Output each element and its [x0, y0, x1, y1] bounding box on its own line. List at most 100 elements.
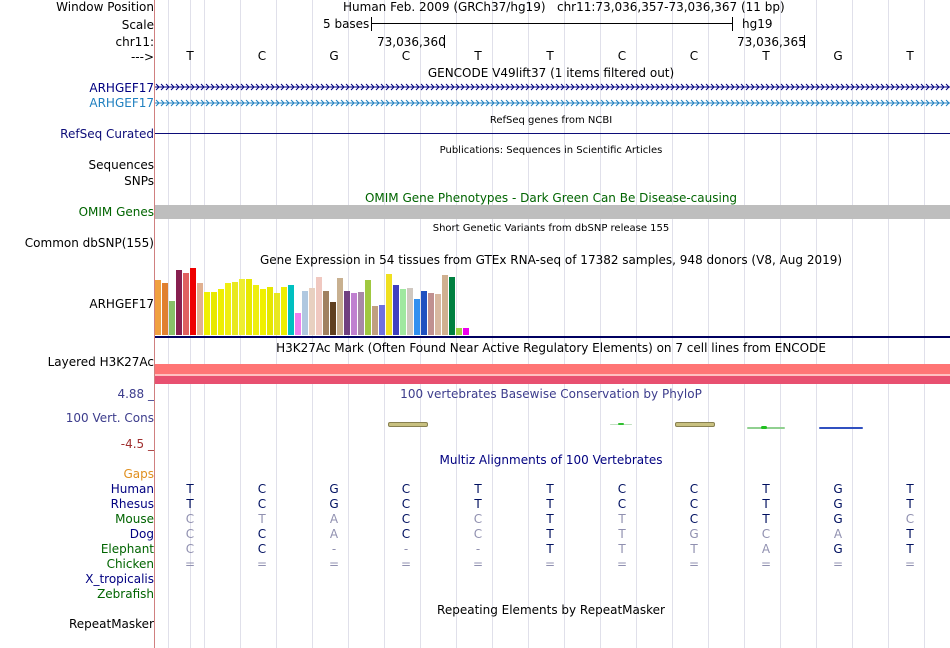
gtex-tissue-bar[interactable]: [274, 293, 280, 335]
label-species-rhesus[interactable]: Rhesus: [110, 497, 154, 511]
refseq-gene-line[interactable]: [155, 133, 950, 134]
gtex-tissue-bar[interactable]: [190, 268, 196, 335]
gtex-tissue-bar[interactable]: [365, 280, 371, 335]
gtex-tissue-bar[interactable]: [456, 328, 462, 335]
gtex-tissue-bar[interactable]: [246, 279, 252, 335]
alignment-base: T: [762, 512, 770, 526]
gtex-tissue-bar[interactable]: [449, 277, 455, 335]
alignment-base: T: [258, 512, 266, 526]
alignment-base: G: [329, 497, 339, 511]
label-species-human[interactable]: Human: [110, 482, 154, 496]
gtex-tissue-bar[interactable]: [379, 305, 385, 335]
label-gencode-gene[interactable]: ARHGEF17: [89, 81, 154, 95]
alignment-base: C: [473, 527, 483, 541]
conservation-track-title: 100 vertebrates Basewise Conservation by…: [400, 387, 702, 401]
gtex-tissue-bar[interactable]: [204, 292, 210, 335]
alignment-base: -: [403, 542, 409, 556]
gtex-tissue-bar[interactable]: [155, 280, 161, 335]
ruler-base: C: [257, 49, 267, 63]
gtex-tissue-bar[interactable]: [239, 279, 245, 335]
gtex-tissue-bar[interactable]: [281, 287, 287, 335]
gencode-transcript-1[interactable]: [155, 82, 950, 92]
label-species-elephant[interactable]: Elephant: [100, 542, 154, 556]
label-gtex-gene[interactable]: ARHGEF17: [89, 297, 154, 311]
label-species-chicken[interactable]: Chicken: [106, 557, 154, 571]
gtex-tissue-bar[interactable]: [302, 291, 308, 335]
gtex-tissue-bar[interactable]: [169, 301, 175, 335]
publications-track-title: Publications: Sequences in Scientific Ar…: [439, 145, 663, 156]
gtex-tissue-bar[interactable]: [351, 293, 357, 335]
guide-line: [528, 0, 529, 648]
browser-image-area[interactable]: Human Feb. 2009 (GRCh37/hg19) chr11:73,0…: [155, 0, 950, 648]
label-snps[interactable]: SNPs: [124, 174, 154, 188]
label-sequences[interactable]: Sequences: [88, 158, 154, 172]
label-species-zebrafish[interactable]: Zebrafish: [97, 587, 154, 601]
label-species-x-tropicalis[interactable]: X_tropicalis: [85, 572, 154, 586]
alignment-base: G: [833, 497, 843, 511]
label-100-vert-cons[interactable]: 100 Vert. Cons: [65, 411, 154, 425]
guide-line: [744, 0, 745, 648]
label-scale: Scale: [121, 18, 154, 32]
gtex-tissue-bar[interactable]: [295, 313, 301, 335]
gtex-tissue-bar[interactable]: [407, 288, 413, 335]
gtex-tissue-bar[interactable]: [400, 289, 406, 335]
gtex-tissue-bar[interactable]: [288, 285, 294, 335]
alignment-base: =: [832, 557, 844, 571]
gtex-tissue-bar[interactable]: [323, 291, 329, 335]
gtex-tissue-bar[interactable]: [372, 306, 378, 335]
gtex-tissue-bar[interactable]: [218, 289, 224, 335]
gtex-tissue-bar[interactable]: [309, 288, 315, 335]
gtex-tissue-bar[interactable]: [176, 270, 182, 335]
gtex-tissue-bar[interactable]: [463, 328, 469, 335]
gtex-tissue-bar[interactable]: [162, 283, 168, 335]
gtex-tissue-bar[interactable]: [442, 275, 448, 335]
label-repeatmasker[interactable]: RepeatMasker: [68, 617, 154, 631]
label-strand[interactable]: --->: [130, 50, 154, 64]
gtex-tissue-bar[interactable]: [344, 291, 350, 335]
gtex-tissue-bar[interactable]: [428, 293, 434, 335]
gencode-transcript-2[interactable]: [155, 98, 950, 108]
label-omim-genes[interactable]: OMIM Genes: [78, 205, 154, 219]
omim-gene-bar[interactable]: [155, 205, 950, 219]
position-range: chr11:73,036,357-73,036,367 (11 bp): [556, 0, 785, 14]
alignment-base: C: [257, 527, 267, 541]
gtex-tissue-bar[interactable]: [393, 285, 399, 335]
gtex-tissue-bar[interactable]: [386, 274, 392, 335]
gtex-tissue-bar[interactable]: [232, 282, 238, 335]
h3k27ac-signal-bottom[interactable]: [155, 376, 950, 384]
label-common-dbsnp[interactable]: Common dbSNP(155): [24, 236, 154, 250]
gtex-bar-chart[interactable]: [155, 268, 535, 335]
gtex-tissue-bar[interactable]: [421, 291, 427, 335]
gtex-tissue-bar[interactable]: [414, 299, 420, 335]
alignment-base: C: [473, 512, 483, 526]
alignment-base: C: [257, 497, 267, 511]
label-species-dog[interactable]: Dog: [129, 527, 154, 541]
label-phylop-max: 4.88 _: [117, 387, 154, 401]
label-refseq-curated[interactable]: RefSeq Curated: [60, 127, 154, 141]
gtex-tissue-bar[interactable]: [211, 292, 217, 335]
alignment-base: =: [400, 557, 412, 571]
h3k27ac-signal-top[interactable]: [155, 364, 950, 374]
gtex-tissue-bar[interactable]: [225, 283, 231, 335]
label-layered-h3k27ac[interactable]: Layered H3K27Ac: [47, 355, 154, 369]
alignment-base: =: [472, 557, 484, 571]
label-gaps[interactable]: Gaps: [123, 467, 154, 481]
gtex-tissue-bar[interactable]: [183, 273, 189, 335]
label-species-mouse[interactable]: Mouse: [115, 512, 154, 526]
gtex-tissue-bar[interactable]: [330, 302, 336, 335]
phylop-score-mark: [675, 422, 715, 427]
label-gencode-gene-2[interactable]: ARHGEF17: [89, 96, 154, 110]
gtex-tissue-bar[interactable]: [253, 285, 259, 335]
gtex-tissue-bar[interactable]: [337, 278, 343, 335]
gtex-tissue-bar[interactable]: [316, 277, 322, 335]
alignment-base: C: [761, 527, 771, 541]
gtex-tissue-bar[interactable]: [260, 289, 266, 335]
gtex-tissue-bar[interactable]: [435, 294, 441, 335]
guide-line: [492, 0, 493, 648]
alignment-base: T: [762, 482, 770, 496]
gtex-tissue-bar[interactable]: [358, 292, 364, 335]
ruler-base: T: [186, 49, 194, 63]
gtex-tissue-bar[interactable]: [267, 287, 273, 335]
gtex-tissue-bar[interactable]: [197, 283, 203, 335]
